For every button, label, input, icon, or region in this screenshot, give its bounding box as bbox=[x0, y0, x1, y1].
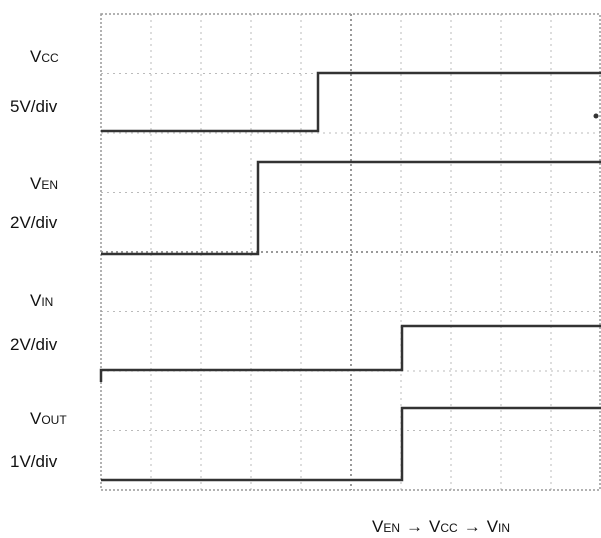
channel-scale: 2V/div bbox=[10, 213, 58, 232]
sequence-symbol: V bbox=[429, 517, 441, 536]
trace-ven bbox=[101, 160, 601, 256]
sequence-arrow: → bbox=[406, 517, 423, 536]
marker-dot bbox=[593, 113, 599, 119]
screen-border bbox=[100, 13, 601, 491]
channel-name: VEN bbox=[30, 174, 58, 193]
channel-name: VIN bbox=[30, 291, 53, 310]
sequence-arrow: → bbox=[464, 517, 481, 536]
channel-symbol: V bbox=[30, 174, 42, 193]
sequence-symbol: V bbox=[372, 517, 384, 536]
channel-symbol: V bbox=[30, 47, 42, 66]
trace-vin bbox=[99, 324, 601, 382]
channel-scale: 1V/div bbox=[10, 452, 58, 471]
channel-symbol: V bbox=[30, 291, 42, 310]
channel-scale: 5V/div bbox=[10, 97, 58, 116]
channel-name: VOUT bbox=[30, 409, 67, 428]
trace-vcc bbox=[101, 71, 601, 133]
channel-subscript: CC bbox=[41, 51, 59, 65]
channel-subscript: EN bbox=[41, 178, 58, 192]
sequence-subscript: IN bbox=[498, 521, 510, 535]
channel-subscript: IN bbox=[41, 295, 53, 309]
sequence-subscript: CC bbox=[440, 521, 458, 535]
grid bbox=[101, 14, 600, 490]
channel-scale: 2V/div bbox=[10, 335, 58, 354]
sequence-caption: VEN → VCC → VIN bbox=[372, 517, 510, 536]
channel-subscript: OUT bbox=[41, 413, 67, 427]
sequence-symbol: V bbox=[487, 517, 499, 536]
channel-symbol: V bbox=[30, 409, 42, 428]
channel-name: VCC bbox=[30, 47, 59, 66]
trace-vout bbox=[101, 406, 601, 482]
sequence-subscript: EN bbox=[383, 521, 400, 535]
